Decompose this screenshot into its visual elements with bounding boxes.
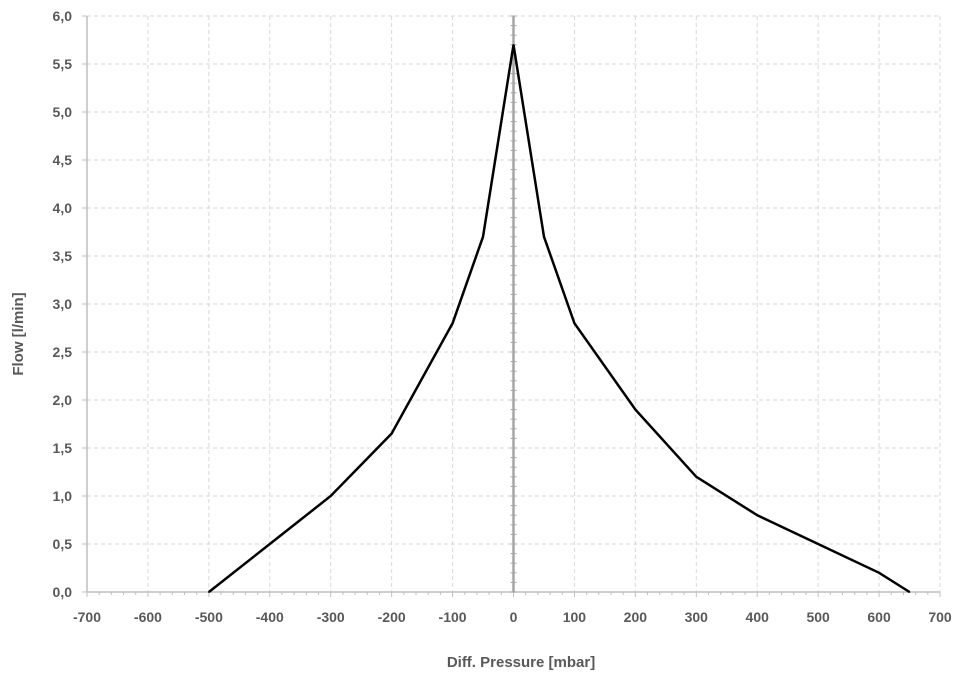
data-point [451, 322, 454, 325]
y-tick-label: 4,5 [53, 152, 73, 168]
x-tick-label: 300 [685, 609, 709, 625]
flow-series-line [208, 44, 911, 594]
data-point [390, 432, 393, 435]
tick-labels: 0,0 0,5 1,0 1,5 2,0 2,5 3,0 3,5 4,0 4,5 5,0 5,5 6,0 -… [53, 8, 952, 625]
x-tick-label: -600 [134, 609, 162, 625]
x-tick-label: 700 [928, 609, 952, 625]
x-tick-label: 100 [563, 609, 587, 625]
x-tick-label: -700 [73, 609, 101, 625]
y-tick-label: 4,0 [53, 200, 73, 216]
x-tick-label: 500 [806, 609, 830, 625]
y-tick-label: 0,0 [53, 584, 73, 600]
data-point [573, 322, 576, 325]
x-axis-title: Diff. Pressure [mbar] [447, 654, 595, 671]
y-tick-label: 2,5 [53, 344, 73, 360]
data-point [329, 495, 332, 497]
data-point [268, 543, 271, 545]
data-point [208, 591, 210, 593]
data-point [695, 476, 698, 478]
data-point [817, 543, 819, 545]
data-point [908, 591, 911, 593]
y-tick-label: 2,0 [53, 392, 73, 408]
x-tick-label: 400 [746, 609, 770, 625]
grid [87, 15, 941, 592]
y-tick-label: 6,0 [53, 8, 73, 24]
y-tick-label: 0,5 [53, 536, 73, 552]
x-tick-label: -100 [439, 609, 467, 625]
x-tick-label: -200 [378, 609, 406, 625]
y-tick-label: 3,0 [53, 296, 73, 312]
x-tick-label: 600 [867, 609, 891, 625]
axes [82, 15, 941, 597]
data-point [878, 572, 880, 574]
y-tick-label: 1,0 [53, 488, 73, 504]
y-axis-title: Flow [l/min] [10, 292, 27, 375]
x-tick-label: 0 [510, 609, 518, 625]
data-point [756, 514, 759, 516]
data-point [482, 236, 484, 238]
y-tick-label: 5,0 [53, 104, 73, 120]
series-layer [208, 44, 911, 594]
x-tick-label: -500 [195, 609, 223, 625]
y-tick-label: 3,5 [53, 248, 73, 264]
data-point [543, 236, 545, 238]
data-point [634, 408, 637, 411]
x-tick-label: -300 [317, 609, 345, 625]
x-tick-label: 200 [624, 609, 648, 625]
y-tick-label: 5,5 [53, 56, 73, 72]
data-point [512, 44, 515, 46]
x-tick-label: -400 [256, 609, 284, 625]
y-tick-label: 1,5 [53, 440, 73, 456]
